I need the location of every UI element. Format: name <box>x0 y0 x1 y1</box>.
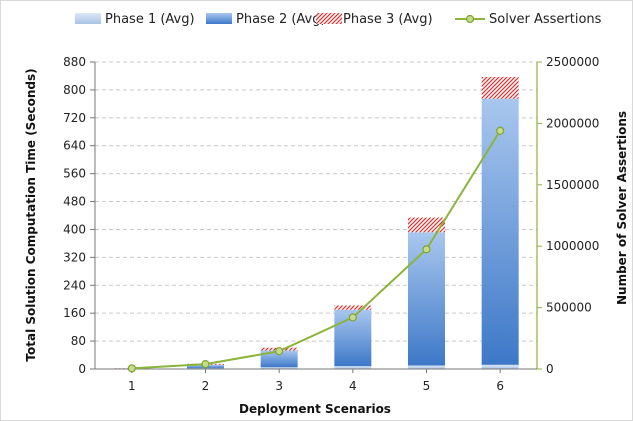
grid-layer <box>95 61 537 342</box>
bar-phase-2-avg-3 <box>260 350 298 368</box>
bar-phase-3-avg-4 <box>334 305 372 310</box>
x-tick-label: 6 <box>496 379 504 393</box>
legend-swatch-phase-3 <box>316 13 342 24</box>
x-tick-label: 1 <box>128 379 136 393</box>
legend-item-phase-1: Phase 1 (Avg) <box>75 12 195 27</box>
bar-phase-3-avg-6 <box>481 77 519 99</box>
point-solver-assertions-6 <box>496 126 505 135</box>
y2-tick-label: 500000 <box>546 301 592 315</box>
x-tick-label: 5 <box>423 379 431 393</box>
bar-phase-1-avg-5 <box>408 365 445 369</box>
y-tick-label: 880 <box>63 55 86 69</box>
legend-label-phase-3: Phase 3 (Avg) <box>343 12 433 27</box>
y-tick-label: 80 <box>71 334 86 348</box>
y-tick-label: 320 <box>63 250 86 264</box>
y2-tick-label: 1500000 <box>546 178 599 192</box>
legend: Phase 1 (Avg) Phase 2 (Avg) Phase 3 (Avg… <box>75 12 602 27</box>
y2-axis-title: Number of Solver Assertions <box>615 111 629 305</box>
legend-item-phase-3: Phase 3 (Avg) <box>316 12 433 27</box>
point-solver-assertions-3 <box>275 347 284 356</box>
axis-layer: 0 80 160 240 320 400 480 560 640 720 800 880 0 500000… <box>63 55 599 393</box>
legend-label-phase-2: Phase 2 (Avg) <box>236 12 326 27</box>
y-axis-title: Total Solution Computation Time (Seconds… <box>24 68 38 361</box>
bar-phase-2-avg-6 <box>481 98 519 365</box>
x-axis-title: Deployment Scenarios <box>239 402 391 416</box>
bar-phase-1-avg-4 <box>334 366 372 369</box>
y-tick-label: 160 <box>63 306 86 320</box>
x-tick-label: 3 <box>275 379 283 393</box>
x-tick-label: 4 <box>349 379 357 393</box>
legend-label-phase-1: Phase 1 (Avg) <box>105 12 195 27</box>
legend-swatch-phase-2 <box>206 13 232 24</box>
y-tick-label: 480 <box>63 195 86 209</box>
legend-label-solver-assertions: Solver Assertions <box>489 12 602 27</box>
point-solver-assertions-4 <box>348 313 357 322</box>
line-solver-assertions <box>131 130 502 370</box>
y-tick-label: 640 <box>63 139 86 153</box>
bar-phase-3-avg-5 <box>408 217 445 233</box>
y-tick-label: 0 <box>78 362 86 376</box>
y2-tick-label: 2500000 <box>546 55 599 69</box>
line-layer <box>127 126 505 373</box>
y-tick-label: 240 <box>63 278 86 292</box>
bar-layer <box>113 77 519 369</box>
y2-tick-label: 1000000 <box>546 239 599 253</box>
legend-marker-solver-assertions <box>465 14 475 24</box>
legend-swatch-phase-1 <box>75 13 101 24</box>
legend-item-solver-assertions: Solver Assertions <box>455 12 602 27</box>
bar-phase-2-avg-5 <box>408 232 445 366</box>
point-solver-assertions-5 <box>422 245 431 254</box>
y-tick-label: 800 <box>63 83 86 97</box>
y-tick-label: 400 <box>63 222 86 236</box>
y-tick-label: 720 <box>63 111 86 125</box>
bar-phase-1-avg-6 <box>481 364 519 369</box>
y-tick-label: 560 <box>63 167 86 181</box>
x-tick-label: 2 <box>202 379 210 393</box>
legend-item-phase-2: Phase 2 (Avg) <box>206 12 326 27</box>
y2-tick-label: 0 <box>546 362 554 376</box>
point-solver-assertions-2 <box>201 359 210 369</box>
point-solver-assertions-1 <box>127 364 136 373</box>
bar-phase-1-avg-3 <box>260 367 298 369</box>
y2-tick-label: 2000000 <box>546 116 599 130</box>
